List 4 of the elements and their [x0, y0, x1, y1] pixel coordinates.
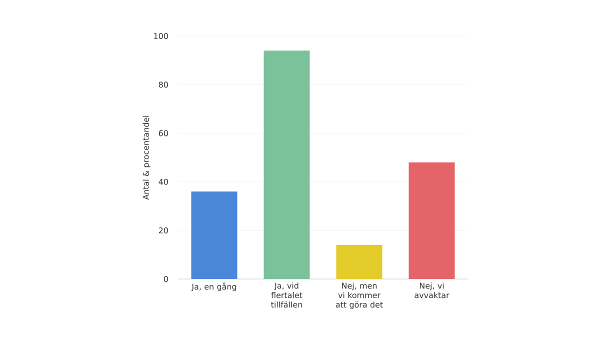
- bar: [264, 50, 310, 279]
- bar: [336, 244, 382, 279]
- bar: [408, 162, 455, 279]
- bar: [191, 192, 238, 279]
